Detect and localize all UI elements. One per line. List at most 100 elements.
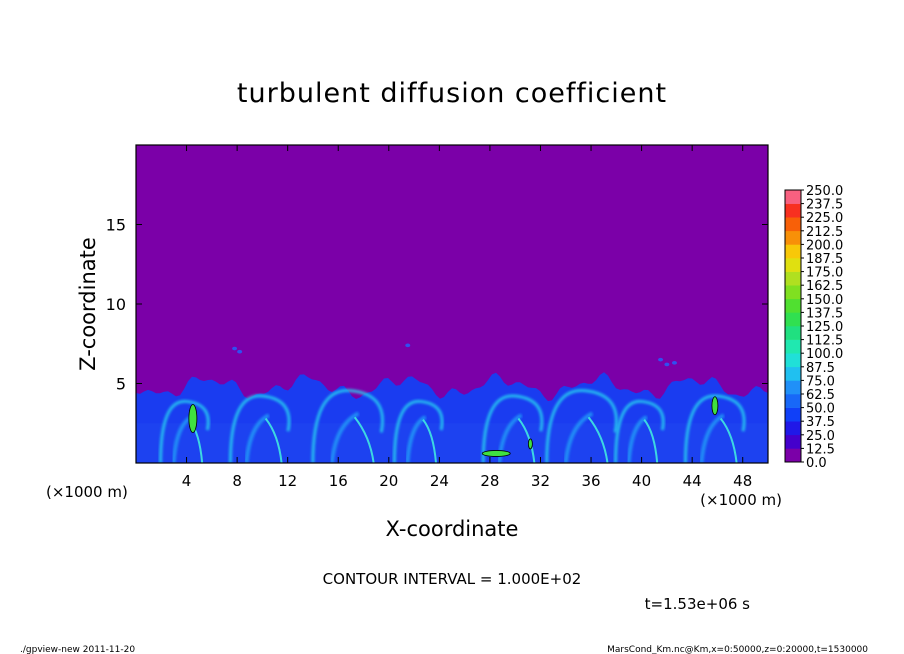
colorbar-swatch [785,258,801,272]
high-value-patch [481,450,511,457]
colorbar-swatch [785,203,801,218]
colorbar-label: 237.5 [806,198,843,213]
colorbar-label: 125.0 [806,320,843,335]
colorbar-swatch [785,434,801,449]
swirl-streak-bright [587,416,609,463]
colorbar-label: 137.5 [806,306,843,321]
colorbar-swatch [785,190,801,204]
colorbar-label: 175.0 [806,266,843,281]
y-axis-label: Z-coordinate [76,237,100,371]
swirl-streak [311,389,384,463]
swirl-streak-inner [626,415,648,463]
isolated-blob [664,362,670,367]
colorbar-label: 50.0 [806,402,835,417]
x-tick-label: 20 [379,472,398,490]
swirl-streak-inner [497,413,523,463]
colorbar-swatch [785,407,801,422]
x-tick-label: 36 [581,472,600,490]
swirl-streak-inner [699,413,725,463]
swirl-streak-bright [517,417,536,463]
swirl-streak-bright [719,417,738,463]
footer-right: MarsCond_Km.nc@Km,x=0:50000,z=0:20000,t=… [607,645,868,654]
diffusion-field [136,343,768,463]
plot-area [135,144,769,464]
colorbar-swatch [785,271,801,286]
colorbar-swatch [785,353,801,368]
footer-left: ./gpview-new 2011-11-20 [20,645,135,654]
y-tick-label: 10 [106,295,126,314]
x-tick-label: 8 [232,472,242,490]
contour-interval: CONTOUR INTERVAL = 1.000E+02 [323,570,582,588]
colorbar-swatch [785,244,801,259]
colorbar-swatch [785,230,801,245]
colorbar-label: 162.5 [806,279,843,294]
colorbar-label: 112.5 [806,334,843,349]
swirl-streak [683,394,746,463]
high-value-patch [711,396,719,416]
swirl-streak [392,399,444,463]
swirl-streak-inner [563,411,594,463]
colorbar-swatch [785,285,801,300]
swirl-streak-bright [264,417,283,463]
swirl-streak [228,394,291,463]
isolated-blob [658,357,664,362]
x-tick-label: 40 [632,472,651,490]
colorbar-swatch [785,394,801,408]
isolated-blob [405,343,411,348]
y-tick-label: 15 [106,216,126,235]
colorbar-swatch [785,448,801,463]
x-tick-label: 12 [278,472,297,490]
colorbar-swatch [785,217,801,232]
swirl-streak [159,399,210,463]
colorbar-label: 87.5 [806,361,835,376]
colorbar-label: 62.5 [806,388,835,403]
colorbar-swatch [785,339,801,354]
colorbar-swatch [785,421,801,436]
x-unit-left: (×1000 m) [46,483,128,501]
x-tick-label: 16 [329,472,348,490]
colorbar-label: 37.5 [806,415,835,430]
colorbar-label: 25.0 [806,429,835,444]
x-tick-label: 32 [531,472,550,490]
x-unit-right: (×1000 m) [700,491,782,509]
swirl-streak-bright [422,419,437,463]
colorbar-label: 100.0 [806,347,843,362]
swirl-streak-inner [329,411,360,463]
colorbar-label: 12.5 [806,442,835,457]
colorbar: 0.012.525.037.550.062.575.087.5100.0112.… [784,184,843,471]
y-axis-ticks: 5 10 15 [106,216,768,394]
high-value-patch [188,404,198,433]
colorbar-label: 225.0 [806,211,843,226]
colorbar-label: 0.0 [806,456,827,471]
colorbar-swatch [785,380,801,395]
colorbar-swatch [785,366,801,381]
isolated-blob [237,349,243,354]
colorbar-label: 212.5 [806,225,843,240]
colorbar-label: 187.5 [806,252,843,267]
chart-title: turbulent diffusion coefficient [237,78,667,109]
swirl-streak-inner [405,415,427,463]
colorbar-label: 75.0 [806,374,835,389]
swirl-streak [545,389,618,463]
time-label: t=1.53e+06 s [645,595,751,613]
swirl-streak-inner [244,413,270,463]
colorbar-label: 250.0 [806,184,843,199]
swirl-streak-bright [643,419,659,463]
x-tick-label: 48 [733,472,752,490]
swirl-streak [614,399,665,463]
x-axis-ticks: 4 8 12 16 20 24 28 32 36 40 44 48 [182,145,752,490]
high-value-patch [527,438,533,450]
x-tick-label: 4 [182,472,192,490]
x-tick-label: 44 [683,472,702,490]
swirl-streak-bright [353,416,375,463]
x-tick-label: 28 [480,472,499,490]
colorbar-swatch [785,298,801,313]
x-tick-label: 24 [430,472,449,490]
colorbar-swatch [785,326,801,340]
isolated-blob [232,346,238,351]
colorbar-swatch [785,312,801,327]
colorbar-label: 200.0 [806,238,843,253]
x-axis-label: X-coordinate [386,517,519,541]
isolated-blob [671,361,677,365]
